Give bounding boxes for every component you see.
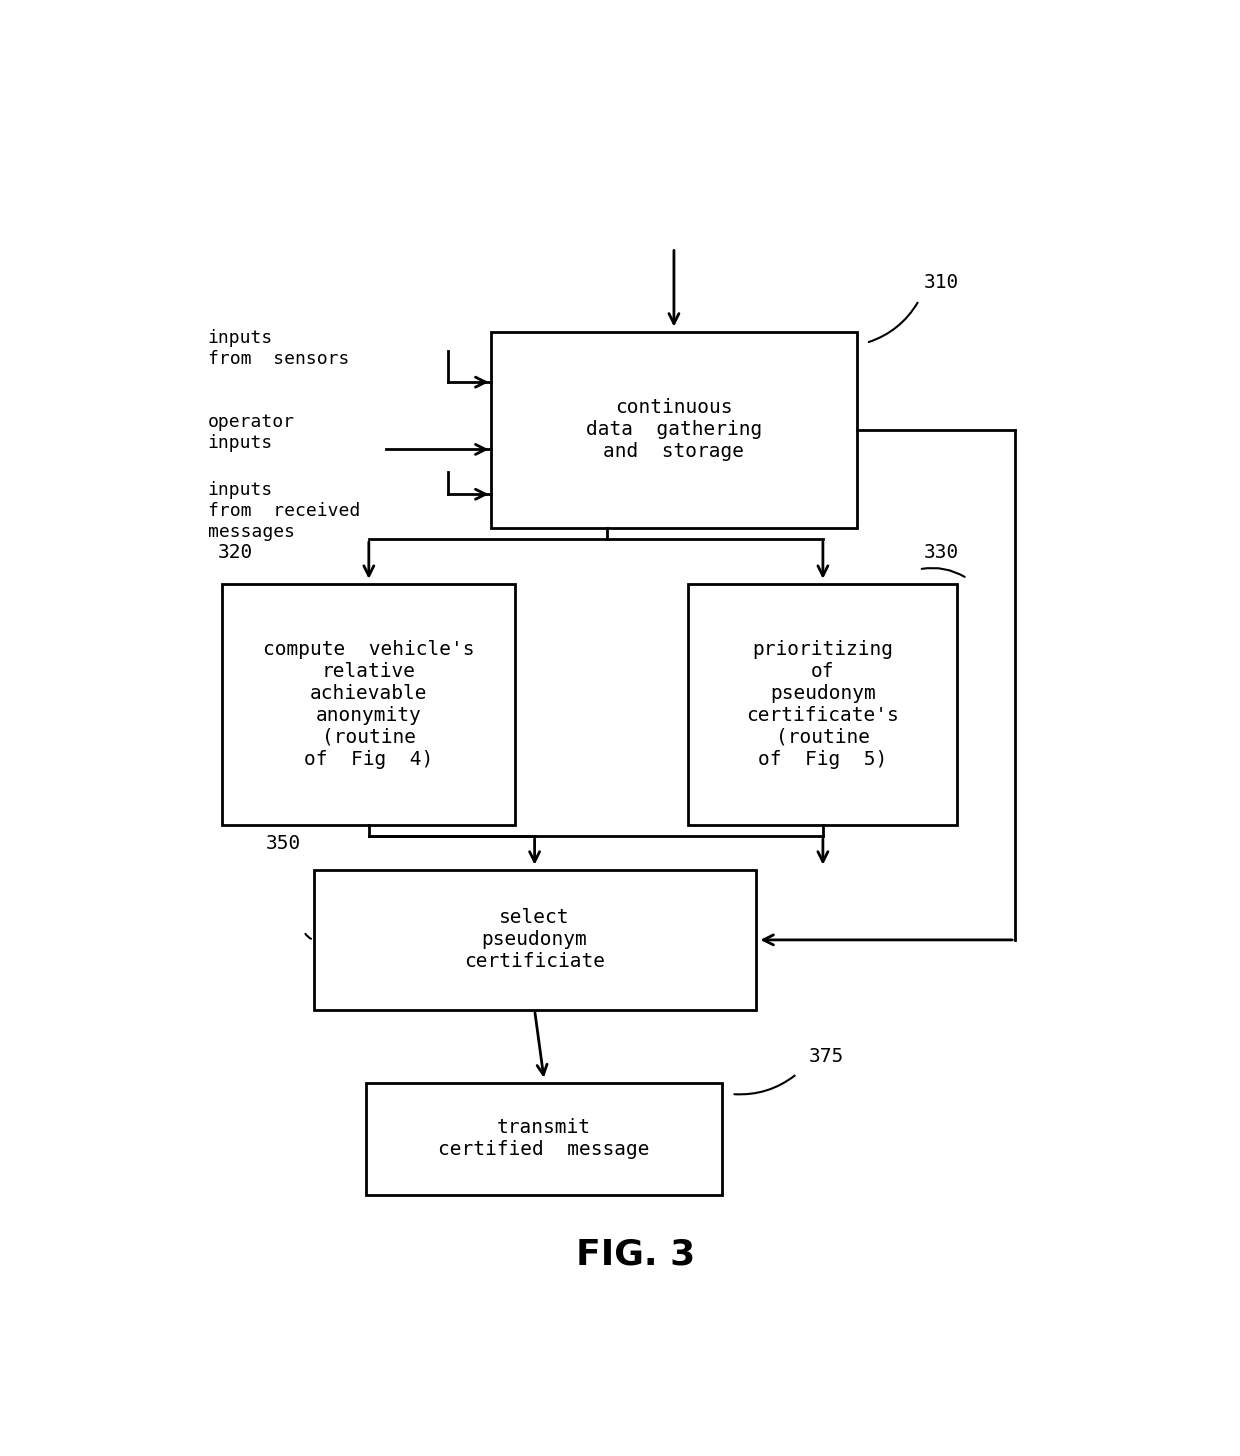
Text: inputs
from  sensors: inputs from sensors xyxy=(208,329,350,368)
Bar xyxy=(314,869,755,1010)
Text: 320: 320 xyxy=(217,543,253,562)
Text: operator
inputs: operator inputs xyxy=(208,414,295,451)
Bar xyxy=(491,332,857,529)
Text: select
pseudonym
certificiate: select pseudonym certificiate xyxy=(464,909,605,971)
Text: compute  vehicle's
relative
achievable
anonymity
(routine
of  Fig  4): compute vehicle's relative achievable an… xyxy=(263,641,475,769)
Bar xyxy=(222,584,516,826)
Text: prioritizing
of
pseudonym
certificate's
(routine
of  Fig  5): prioritizing of pseudonym certificate's … xyxy=(746,641,899,769)
Text: 310: 310 xyxy=(924,274,959,293)
Text: inputs
from  received
messages: inputs from received messages xyxy=(208,482,360,540)
Text: continuous
data  gathering
and  storage: continuous data gathering and storage xyxy=(585,399,763,462)
Text: 375: 375 xyxy=(808,1047,843,1066)
Text: transmit
certified  message: transmit certified message xyxy=(439,1118,650,1159)
Bar xyxy=(367,1083,722,1195)
Text: 350: 350 xyxy=(265,834,301,853)
Text: FIG. 3: FIG. 3 xyxy=(575,1238,696,1271)
Text: 330: 330 xyxy=(924,543,959,562)
Bar xyxy=(688,584,957,826)
